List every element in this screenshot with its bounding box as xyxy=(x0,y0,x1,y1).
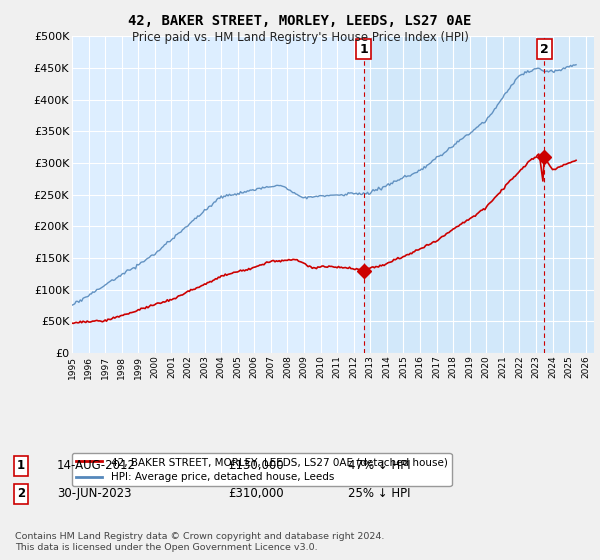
Text: 1: 1 xyxy=(359,43,368,55)
Text: 25% ↓ HPI: 25% ↓ HPI xyxy=(348,487,410,501)
Legend: 42, BAKER STREET, MORLEY, LEEDS, LS27 0AE (detached house), HPI: Average price, : 42, BAKER STREET, MORLEY, LEEDS, LS27 0A… xyxy=(72,453,452,487)
Text: 2: 2 xyxy=(540,43,548,55)
Text: Price paid vs. HM Land Registry's House Price Index (HPI): Price paid vs. HM Land Registry's House … xyxy=(131,31,469,44)
Text: 14-AUG-2012: 14-AUG-2012 xyxy=(57,459,136,473)
Text: 42, BAKER STREET, MORLEY, LEEDS, LS27 0AE: 42, BAKER STREET, MORLEY, LEEDS, LS27 0A… xyxy=(128,14,472,28)
Text: £130,000: £130,000 xyxy=(228,459,284,473)
Text: 2: 2 xyxy=(17,487,25,501)
Text: 47% ↓ HPI: 47% ↓ HPI xyxy=(348,459,410,473)
Bar xyxy=(364,36,594,353)
Text: Contains HM Land Registry data © Crown copyright and database right 2024.
This d: Contains HM Land Registry data © Crown c… xyxy=(15,532,385,552)
Text: 1: 1 xyxy=(17,459,25,473)
Text: £310,000: £310,000 xyxy=(228,487,284,501)
Text: 30-JUN-2023: 30-JUN-2023 xyxy=(57,487,131,501)
